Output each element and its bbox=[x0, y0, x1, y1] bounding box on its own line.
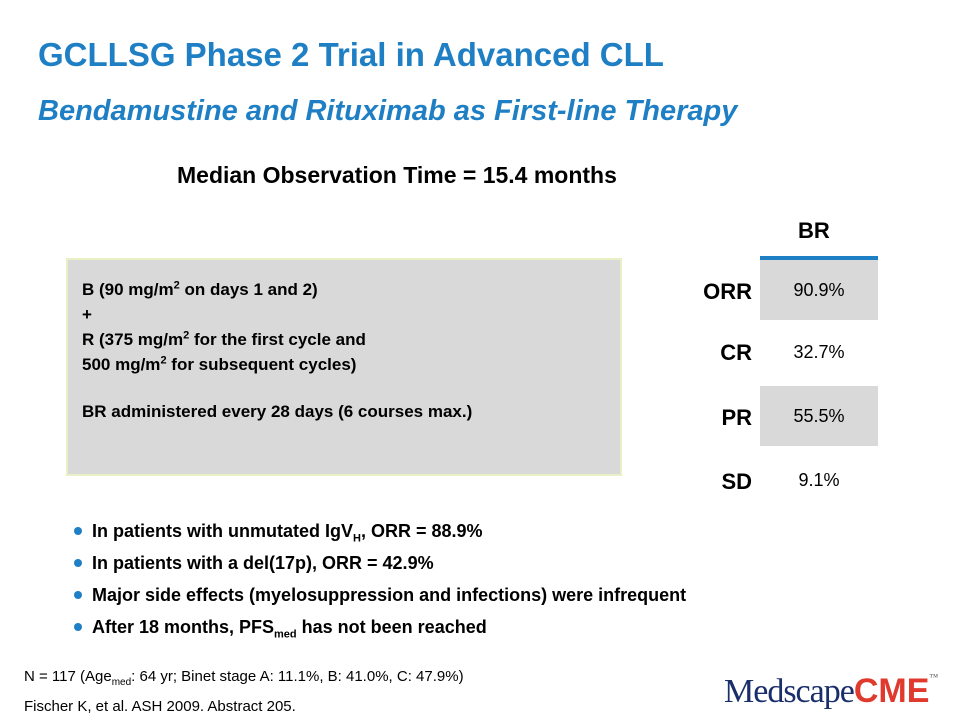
medscape-cme-logo: MedscapeCME™ bbox=[724, 672, 938, 710]
median-observation-heading: Median Observation Time = 15.4 months bbox=[177, 162, 617, 188]
slide-title: GCLLSG Phase 2 Trial in Advanced CLL bbox=[38, 36, 664, 73]
regimen-b-line: B (90 mg/m2 on days 1 and 2) bbox=[82, 279, 318, 299]
regimen-schedule: BR administered every 28 days (6 courses… bbox=[82, 402, 473, 421]
response-table-header-rule bbox=[760, 256, 878, 260]
footnote-citation: Fischer K, et al. ASH 2009. Abstract 205… bbox=[24, 698, 296, 715]
response-value-cr: 32.7% bbox=[793, 342, 845, 362]
regimen-r-line-2: 500 mg/m2 for subsequent cycles) bbox=[82, 354, 357, 374]
list-item: Major side effects (myelosuppression and… bbox=[72, 579, 686, 611]
regimen-box: B (90 mg/m2 on days 1 and 2) + R (375 mg… bbox=[66, 258, 622, 476]
regimen-r-line-1: R (375 mg/m2 for the first cycle and bbox=[82, 329, 366, 349]
list-item: In patients with a del(17p), ORR = 42.9% bbox=[72, 547, 686, 579]
list-item: In patients with unmutated IgVH, ORR = 8… bbox=[72, 515, 686, 547]
response-label-cr: CR bbox=[720, 340, 752, 365]
slide-subtitle: Bendamustine and Rituximab as First-line… bbox=[38, 95, 738, 127]
response-label-orr: ORR bbox=[703, 279, 752, 304]
response-label-pr: PR bbox=[721, 405, 752, 430]
response-value-pr: 55.5% bbox=[760, 386, 878, 446]
footnote-population: N = 117 (Agemed: 64 yr; Binet stage A: 1… bbox=[24, 668, 464, 688]
response-value-orr: 90.9% bbox=[760, 260, 878, 320]
footnote: N = 117 (Agemed: 64 yr; Binet stage A: 1… bbox=[24, 665, 464, 719]
response-label-sd: SD bbox=[721, 469, 752, 494]
response-value-sd: 9.1% bbox=[798, 470, 840, 490]
response-table-header: BR bbox=[798, 218, 830, 243]
findings-list: In patients with unmutated IgVH, ORR = 8… bbox=[72, 515, 686, 643]
regimen-plus: + bbox=[82, 305, 92, 324]
list-item: After 18 months, PFSmed has not been rea… bbox=[72, 611, 686, 643]
